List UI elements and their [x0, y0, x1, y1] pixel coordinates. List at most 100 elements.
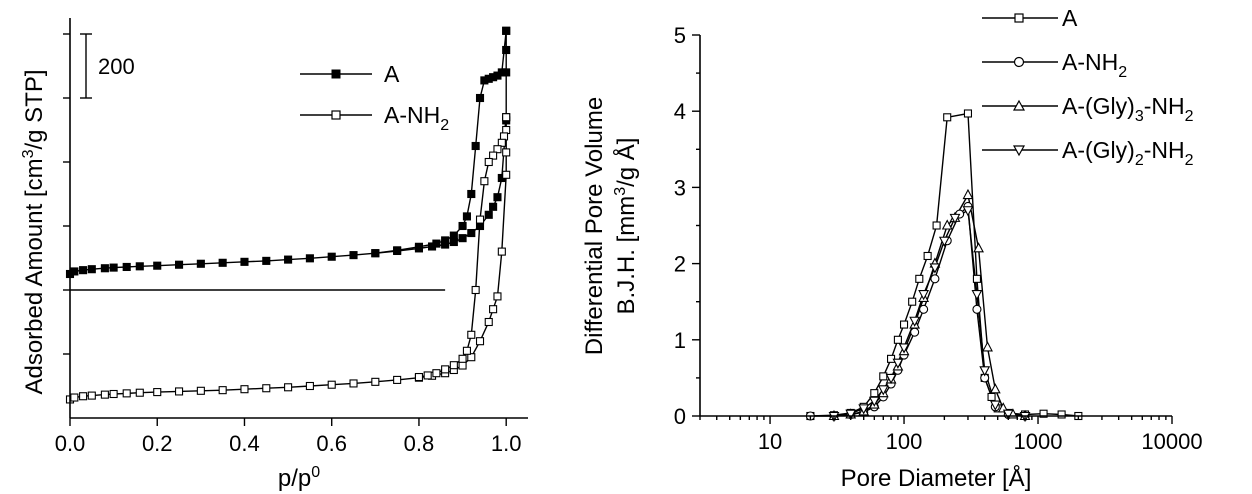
- pore-a-point: [987, 392, 996, 402]
- isotherm-a-desorption-point: [462, 212, 471, 221]
- pore-a-point: [893, 335, 902, 344]
- isotherm-x-tick-label: 0.6: [316, 431, 347, 456]
- pore-a-gly-2-nh2-point: [938, 236, 950, 247]
- pore-a-point: [1039, 409, 1048, 418]
- isotherm-a-nh2-adsorption-point: [218, 386, 227, 395]
- isotherm-a-adsorption-point: [79, 266, 88, 275]
- pore-a-point: [943, 113, 952, 122]
- pore-a-nh2-point: [930, 274, 940, 284]
- isotherm-a-nh2-desorption-point: [502, 113, 511, 122]
- isotherm-a-nh2-desorption-point: [484, 157, 493, 167]
- isotherm-a-nh2-adsorption-point: [502, 170, 511, 179]
- isotherm-a-nh2-adsorption-point: [284, 383, 293, 392]
- isotherm-a-adsorption-point: [502, 45, 511, 55]
- isotherm-a-adsorption-point: [109, 263, 118, 272]
- legend-label-a-gly3-nh2: A-(Gly)3-NH2: [1062, 93, 1194, 125]
- isotherm-a-adsorption-point: [100, 264, 109, 273]
- pore-y-ticks: 0 1 2 3 4 5: [674, 23, 700, 429]
- isotherm-a-nh2-desorption-point: [489, 151, 498, 160]
- isotherm-a-nh2-desorption-point: [458, 354, 467, 363]
- pore-a-gly-2-nh2-point: [892, 358, 904, 369]
- isotherm-a-nh2-adsorption-point: [305, 381, 314, 391]
- isotherm-a-nh2-adsorption-point: [349, 379, 358, 388]
- isotherm-a-nh2-desorption-point: [493, 145, 502, 154]
- isotherm-a-nh2-desorption-point: [441, 365, 450, 374]
- isotherm-scale-bar: 200: [80, 33, 135, 99]
- isotherm-a-nh2-desorption-point: [414, 372, 424, 382]
- isotherm-x-ticks: 0.0 0.2 0.4 0.6 0.8 1.0: [55, 418, 521, 456]
- pore-a-gly-2-nh2-point: [971, 290, 983, 301]
- isotherm-a-nh2-adsorption-point: [262, 384, 271, 393]
- isotherm-a-desorption-point: [475, 93, 485, 103]
- isotherm-x-tick-label: 0.0: [55, 431, 86, 456]
- legend-entry-a-gly3-nh2: A-(Gly)3-NH2: [982, 93, 1194, 125]
- pore-x-tick-label: 10: [758, 429, 782, 454]
- pore-a-nh2-point: [972, 304, 982, 314]
- isotherm-a-adsorption-point: [218, 258, 227, 267]
- pore-a-gly-2-nh2-point: [845, 409, 857, 420]
- isotherm-a-nh2-desorption-point: [471, 285, 480, 295]
- isotherm-a-nh2-adsorption-point: [475, 337, 485, 346]
- pore-y-tick-label: 2: [674, 252, 686, 277]
- pore-x-axis-label: Pore Diameter [Å]: [841, 464, 1032, 492]
- pore-a-gly-2-nh2-point: [918, 290, 930, 301]
- pore-a-gly-3-nh2-point: [973, 242, 984, 253]
- pore-y-axis-label-line2: B.J.H. [mm3/g Å]: [612, 138, 640, 315]
- isotherm-chart: 0.0 0.2 0.4 0.6 0.8 1.0 200 p/p0 Adsorbed Amo…: [20, 18, 528, 492]
- isotherm-a-desorption-point: [449, 231, 458, 240]
- isotherm-a-nh2-desorption-point: [432, 369, 441, 378]
- legend-label-a-gly2-nh2: A-(Gly)2-NH2: [1062, 137, 1194, 169]
- isotherm-a-nh2-adsorption-point: [371, 377, 380, 386]
- pore-a-point: [870, 389, 879, 398]
- isotherm-a-nh2-adsorption-point: [493, 292, 502, 301]
- pore-y-axis-label-line1: Differential Pore Volume: [581, 97, 608, 355]
- legend-entry-a-nh2: A-NH2: [300, 102, 449, 134]
- pore-a-gly-2-nh2-point: [877, 385, 889, 396]
- isotherm-a-adsorption-point: [122, 262, 131, 272]
- isotherm-a-desorption-point: [458, 221, 467, 231]
- isotherm-a-nh2-adsorption-point: [100, 390, 109, 399]
- pore-a-gly-2-nh2-point: [858, 404, 870, 415]
- isotherm-a-adsorption-point: [153, 261, 162, 270]
- pore-x-tick-label: 100: [886, 429, 923, 454]
- isotherm-a-nh2-desorption-point: [467, 330, 476, 339]
- isotherm-a-nh2-adsorption-point: [135, 388, 144, 397]
- isotherm-y-ticks: [63, 33, 70, 355]
- pore-a-point: [915, 274, 924, 283]
- pore-a-gly-3-nh2-point: [941, 219, 953, 230]
- isotherm-a-nh2-desorption-point: [462, 346, 471, 355]
- isotherm-a-desorption-point: [371, 249, 380, 258]
- isotherm-a-nh2-adsorption-point: [467, 353, 476, 362]
- isotherm-a-desorption-point: [414, 242, 424, 251]
- isotherm-a-nh2-desorption-point: [423, 371, 432, 380]
- isotherm-a-nh2-adsorption-point: [240, 385, 249, 394]
- pore-a-point: [972, 274, 981, 283]
- scale-bar-label: 200: [98, 54, 135, 79]
- pore-a-gly-3-nh2-point: [982, 341, 993, 352]
- isotherm-a-nh2-adsorption-point: [196, 386, 205, 395]
- pore-x-ticks: 10 100 1000 10000: [699, 416, 1203, 454]
- pore-a-nh2-point: [919, 304, 929, 314]
- isotherm-a-adsorption-point: [196, 259, 205, 268]
- isotherm-a-adsorption-line: [69, 30, 507, 275]
- isotherm-a-adsorption-point: [70, 267, 79, 276]
- legend-label-a-nh2: A-NH2: [384, 102, 449, 134]
- isotherm-a-nh2-adsorption-point: [458, 361, 467, 370]
- pore-a-gly-2-nh2-point: [909, 316, 921, 327]
- pore-y-tick-label: 4: [674, 99, 686, 124]
- isotherm-a-adsorption-point: [349, 251, 358, 260]
- isotherm-a-desorption-point: [467, 189, 476, 199]
- legend-label-a: A: [1062, 5, 1078, 31]
- isotherm-a-adsorption-point: [284, 255, 293, 264]
- isotherm-x-axis-label: p/p0: [278, 464, 320, 492]
- isotherm-a-desorption-point: [441, 236, 450, 245]
- isotherm-marks: [65, 26, 511, 404]
- legend-entry-a-nh2: A-NH2: [982, 49, 1127, 81]
- isotherm-a-nh2-desorption-point: [449, 361, 458, 370]
- pore-a-point: [932, 221, 941, 230]
- legend-entry-a: A: [982, 5, 1078, 31]
- isotherm-a-nh2-adsorption-point: [174, 387, 184, 396]
- pore-a-point: [1057, 410, 1066, 419]
